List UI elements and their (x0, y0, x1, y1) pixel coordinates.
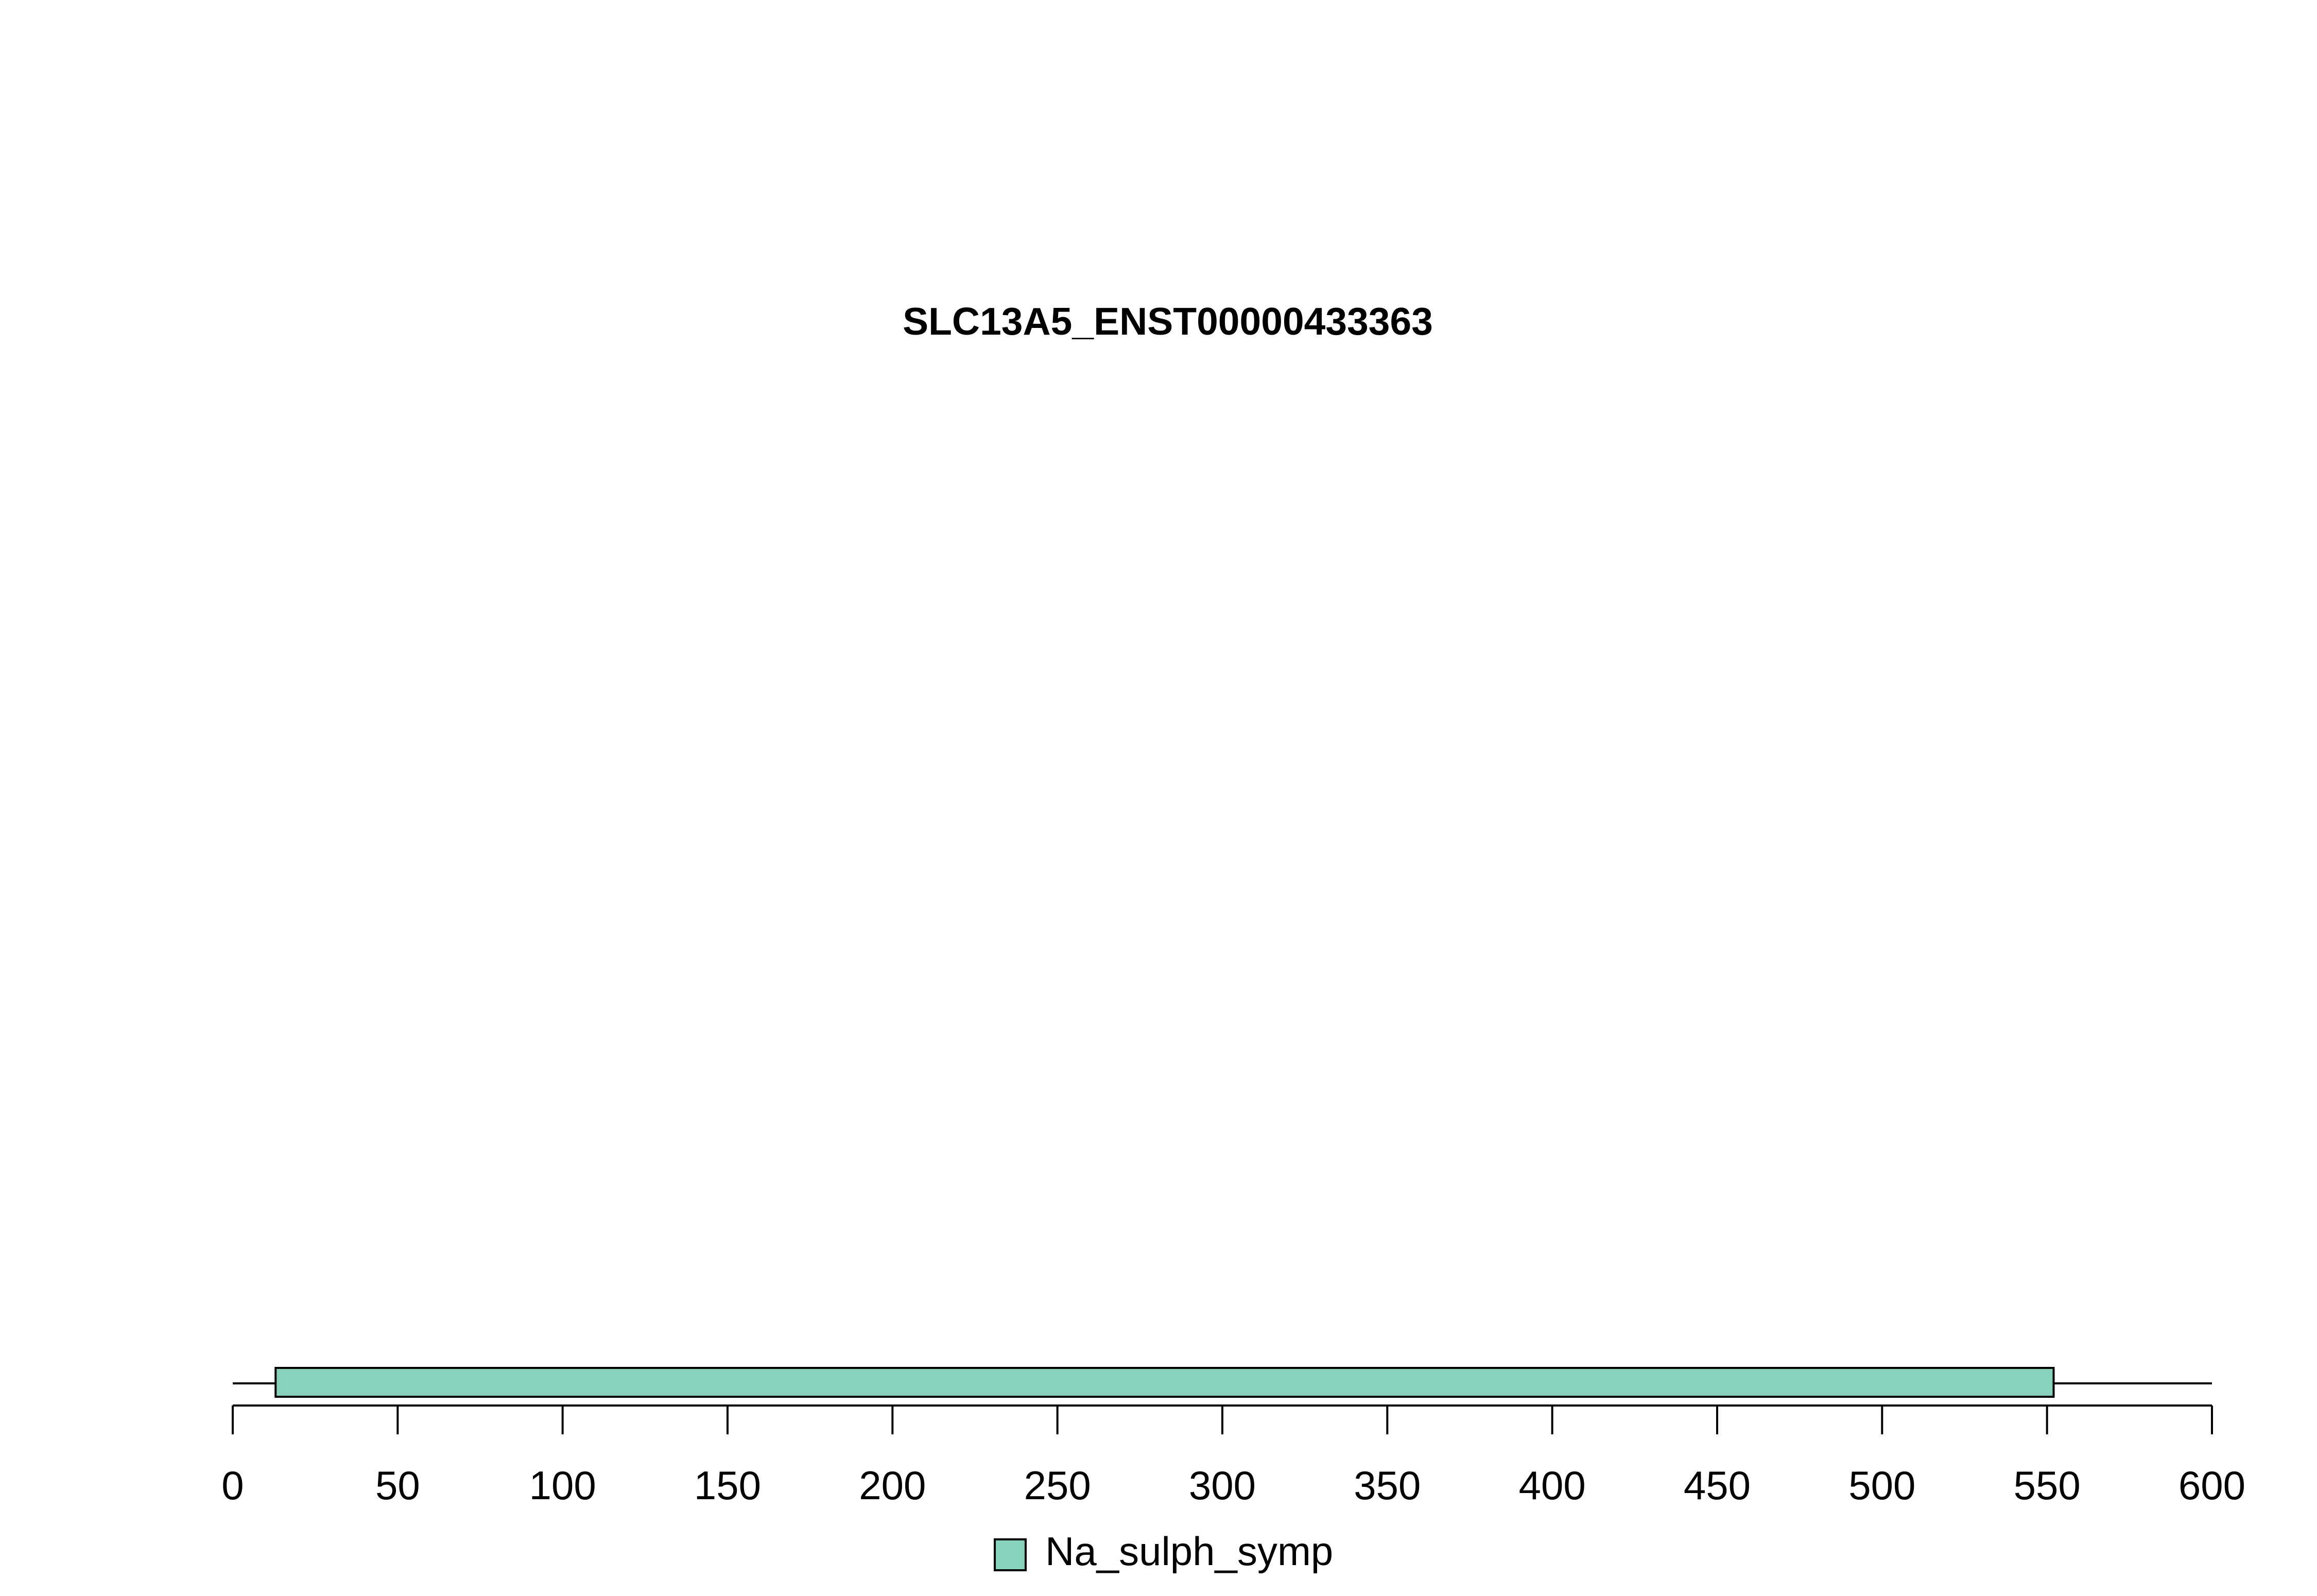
chart-title: SLC13A5_ENST00000433363 (903, 300, 1433, 343)
protein-track (233, 1367, 2212, 1398)
x-tick-label-250: 250 (1024, 1463, 1091, 1508)
domain-box-0 (274, 1367, 2055, 1398)
x-tick-label-300: 300 (1189, 1463, 1256, 1508)
x-tick-label-550: 550 (2014, 1463, 2081, 1508)
legend-swatch-0 (994, 1538, 1027, 1571)
x-tick-label-150: 150 (694, 1463, 761, 1508)
x-axis: 0 50 100 150 200 250 300 350 400 450 500 550 600 (221, 1404, 2245, 1508)
x-tick-label-200: 200 (859, 1463, 926, 1508)
x-tick-label-0: 0 (221, 1463, 244, 1508)
x-tick-label-50: 50 (375, 1463, 420, 1508)
x-tick-label-450: 450 (1684, 1463, 1751, 1508)
x-tick-label-500: 500 (1848, 1463, 1915, 1508)
legend-label-0: Na_sulph_symp (1045, 1529, 1333, 1574)
x-tick-label-600: 600 (2178, 1463, 2245, 1508)
legend: Na_sulph_symp (994, 1529, 1333, 1574)
x-tick-label-100: 100 (529, 1463, 596, 1508)
x-tick-label-400: 400 (1519, 1463, 1586, 1508)
x-tick-label-350: 350 (1354, 1463, 1421, 1508)
